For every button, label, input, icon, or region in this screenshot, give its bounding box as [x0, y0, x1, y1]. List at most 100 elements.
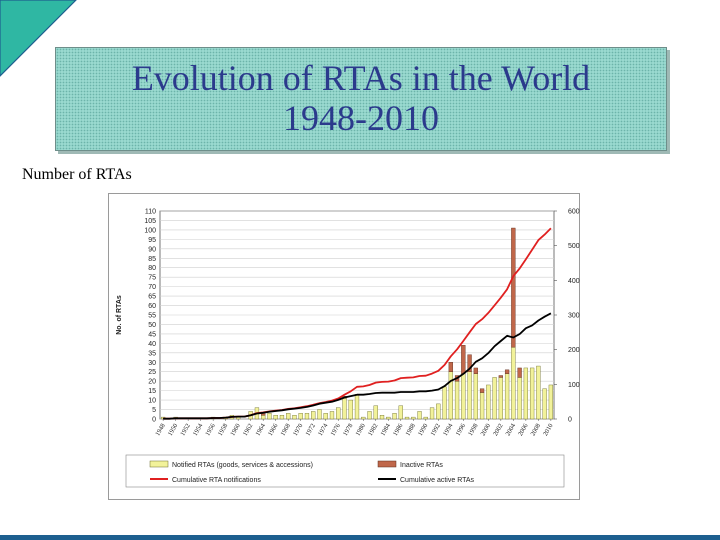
bar-inactive: [461, 345, 466, 374]
bar-notified: [379, 415, 385, 420]
y-tick-label: 0: [152, 417, 156, 424]
bar-notified: [267, 413, 272, 420]
x-tick-label: 1978: [342, 423, 355, 438]
bar-notified: [436, 403, 441, 420]
y-tick-label: 65: [148, 294, 156, 301]
bar-notified: [373, 405, 378, 420]
chart-subtitle: Number of RTAs: [22, 166, 132, 183]
bar-notified: [398, 405, 403, 420]
x-tick-label: 1960: [229, 423, 242, 438]
x-tick-label: 1970: [292, 423, 305, 438]
bar-notified: [492, 377, 497, 420]
y-tick-label: 45: [148, 331, 156, 338]
bar-notified: [442, 386, 447, 420]
y-tick-label: 10: [148, 398, 156, 405]
x-tick-label: 1974: [317, 422, 330, 437]
bar-notified: [479, 392, 485, 420]
x-tick-label: 1976: [329, 422, 342, 437]
y-tick-label: 50: [148, 322, 156, 329]
x-tick-label: 2010: [542, 423, 555, 438]
y-tick-label: 75: [148, 275, 156, 282]
x-tick-label: 1984: [379, 422, 392, 437]
bar-notified: [342, 397, 347, 420]
bar-notified: [361, 416, 366, 420]
bar-notified: [354, 394, 360, 420]
bar-notified: [329, 411, 335, 420]
y-tick-label: 110: [145, 209, 156, 216]
bar-notified: [498, 377, 503, 420]
y-tick-label: 100: [144, 227, 156, 234]
corner-decoration: [0, 0, 77, 77]
bar-inactive: [504, 369, 510, 374]
bar-notified: [273, 415, 278, 420]
bar-notified: [411, 416, 416, 420]
bar-notified: [417, 411, 422, 420]
y-tick-label: 105: [144, 218, 156, 225]
bar-inactive: [467, 354, 472, 372]
bar-notified: [261, 415, 266, 420]
bar-notified: [517, 377, 522, 420]
x-tick-label: 1988: [404, 423, 417, 438]
bar-notified: [467, 371, 472, 420]
bar-notified: [511, 346, 516, 420]
bar-notified: [286, 413, 291, 420]
y-right-tick-label: 0: [568, 417, 572, 424]
y-right-tick-label: 500: [568, 243, 580, 250]
y-tick-label: 85: [148, 256, 156, 263]
x-tick-label: 1958: [217, 423, 230, 438]
x-tick-label: 1952: [179, 423, 192, 438]
x-tick-label: 1986: [392, 422, 405, 437]
bar-notified: [542, 388, 547, 420]
y-tick-label: 15: [148, 388, 156, 395]
slide-title-line1: Evolution of RTAs in the World: [131, 58, 591, 98]
x-tick-label: 1990: [417, 423, 430, 438]
bar-notified: [404, 416, 410, 420]
y-tick-label: 80: [148, 265, 156, 272]
legend-label: Cumulative RTA notifications: [172, 477, 261, 484]
bar-inactive: [498, 375, 503, 378]
bar-inactive: [517, 367, 522, 378]
x-tick-label: 1962: [242, 423, 255, 438]
bar-notified: [298, 413, 303, 420]
bar-notified: [536, 365, 541, 420]
slide-title-line2: 1948-2010: [283, 98, 439, 138]
bar-notified: [336, 407, 341, 420]
y-right-tick-label: 200: [568, 347, 580, 354]
x-tick-label: 1954: [192, 422, 205, 437]
x-tick-label: 2004: [505, 422, 518, 437]
x-tick-label: 1966: [267, 422, 280, 437]
bar-notified: [429, 407, 435, 420]
bar-notified: [461, 373, 466, 420]
y-tick-label: 55: [148, 313, 156, 320]
x-tick-label: 1968: [279, 423, 292, 438]
bar-inactive: [479, 388, 485, 393]
legend-box: [125, 454, 565, 488]
bar-notified: [523, 367, 528, 420]
x-tick-label: 2008: [530, 423, 543, 438]
y-tick-label: 60: [148, 303, 156, 310]
y-tick-label: 35: [148, 350, 156, 357]
legend-label: Cumulative active RTAs: [400, 477, 475, 484]
x-tick-label: 1956: [204, 422, 217, 437]
x-tick-label: 2006: [517, 422, 530, 437]
x-tick-label: 1972: [304, 423, 317, 438]
x-tick-label: 1964: [254, 422, 267, 437]
x-tick-label: 1980: [354, 423, 367, 438]
bar-notified: [386, 416, 391, 420]
y-tick-label: 90: [148, 246, 156, 253]
bar-inactive: [511, 227, 516, 348]
y-right-tick-label: 100: [568, 382, 580, 389]
bar-notified: [311, 411, 316, 420]
x-tick-label: 2002: [492, 423, 505, 438]
y-right-tick-label: 300: [568, 313, 580, 320]
bar-notified: [367, 411, 372, 420]
bar-notified: [423, 416, 428, 420]
y-tick-label: 40: [148, 341, 156, 348]
x-tick-label: 1992: [429, 423, 442, 438]
bar-notified: [392, 413, 397, 420]
y-tick-label: 25: [148, 369, 156, 376]
bar-notified: [548, 384, 554, 420]
x-tick-label: 1996: [454, 422, 467, 437]
bar-notified: [454, 380, 460, 420]
x-tick-label: 1994: [442, 422, 455, 437]
